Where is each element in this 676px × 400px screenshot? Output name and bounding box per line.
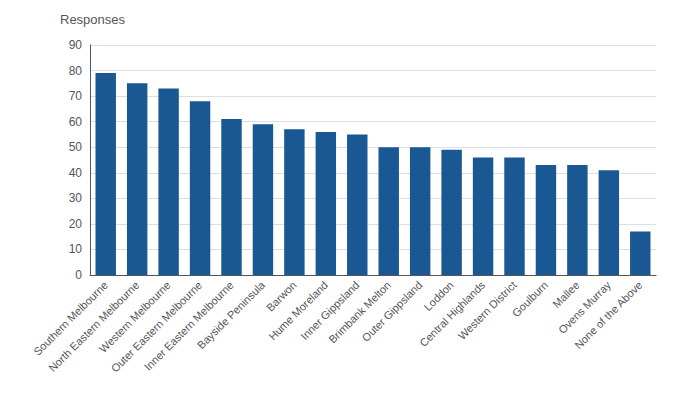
- svg-text:North Eastern Melbourne: North Eastern Melbourne: [46, 278, 142, 374]
- svg-text:Outer Gippsland: Outer Gippsland: [359, 279, 424, 344]
- svg-text:Bayside Peninsula: Bayside Peninsula: [195, 278, 268, 351]
- svg-text:50: 50: [69, 140, 83, 154]
- svg-text:Loddon: Loddon: [421, 278, 456, 314]
- svg-text:None of the Above: None of the Above: [572, 279, 644, 351]
- svg-text:90: 90: [69, 38, 83, 52]
- svg-text:0: 0: [75, 268, 82, 282]
- svg-text:Responses: Responses: [60, 12, 126, 27]
- svg-text:10: 10: [69, 242, 83, 256]
- svg-text:Western District: Western District: [455, 278, 519, 342]
- svg-text:Southern Melbourne: Southern Melbourne: [31, 278, 110, 358]
- svg-text:70: 70: [69, 89, 83, 103]
- svg-text:Ovens Murray: Ovens Murray: [556, 278, 614, 336]
- svg-text:60: 60: [69, 115, 83, 129]
- svg-text:40: 40: [69, 166, 83, 180]
- svg-text:20: 20: [69, 217, 83, 231]
- svg-text:Western Melbourne: Western Melbourne: [96, 278, 173, 355]
- svg-text:Outer Eastern Melbourne: Outer Eastern Melbourne: [108, 278, 205, 375]
- svg-text:Goulburn: Goulburn: [510, 279, 550, 319]
- svg-text:Inner Eastern Melbourne: Inner Eastern Melbourne: [141, 278, 236, 373]
- svg-text:80: 80: [69, 64, 83, 78]
- svg-text:Central Highlands: Central Highlands: [417, 278, 488, 349]
- svg-text:Brimbank Melton: Brimbank Melton: [326, 278, 393, 346]
- svg-text:30: 30: [69, 191, 83, 205]
- svg-text:Hume Moreland: Hume Moreland: [266, 278, 331, 343]
- svg-text:Inner Gippsland: Inner Gippsland: [298, 278, 362, 343]
- svg-text:Barwon: Barwon: [263, 278, 299, 314]
- svg-text:Mallee: Mallee: [550, 278, 582, 311]
